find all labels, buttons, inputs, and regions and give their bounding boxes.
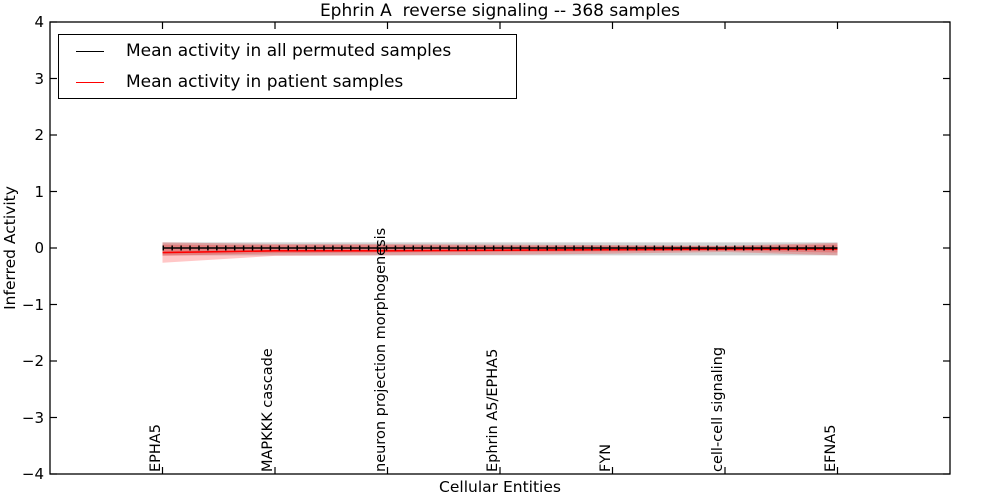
y-tick-label: 1 [34, 182, 44, 201]
y-tick-label: −2 [21, 352, 44, 370]
y-tick-label: −1 [21, 295, 44, 314]
legend: Mean activity in all permuted samples Me… [58, 34, 517, 99]
x-tick-label: EPHA5 [147, 424, 164, 472]
x-tick-label: neuron projection morphogenesis [372, 227, 389, 472]
x-tick-label: EFNA5 [822, 424, 839, 473]
y-tick-label: −3 [21, 408, 44, 427]
legend-label: Mean activity in all permuted samples [126, 41, 452, 61]
patient-line-sample-icon [76, 81, 104, 83]
x-axis-label: Cellular Entities [439, 478, 561, 496]
permuted-std-band [162, 242, 838, 256]
y-tick-label: 2 [34, 126, 44, 144]
chart-title: Ephrin A reverse signaling -- 368 sample… [319, 1, 681, 21]
x-tick-label: Ephrin A5/EPHA5 [485, 348, 501, 472]
patient-mean-line [162, 248, 838, 254]
permuted-line-sample-icon [76, 50, 104, 52]
x-tick-label: cell-cell signaling [710, 346, 726, 472]
legend-item-permuted: Mean activity in all permuted samples [59, 36, 516, 66]
legend-label: Mean activity in patient samples [126, 72, 404, 92]
y-tick-label: 4 [34, 13, 44, 31]
y-tick-label: 3 [34, 69, 44, 88]
x-tick-label: FYN [597, 443, 614, 472]
y-tick-label: 0 [34, 239, 44, 257]
legend-item-patient: Mean activity in patient samples [59, 67, 516, 97]
y-tick-label: −4 [21, 465, 44, 483]
x-tick-label: MAPKKK cascade [260, 348, 276, 472]
